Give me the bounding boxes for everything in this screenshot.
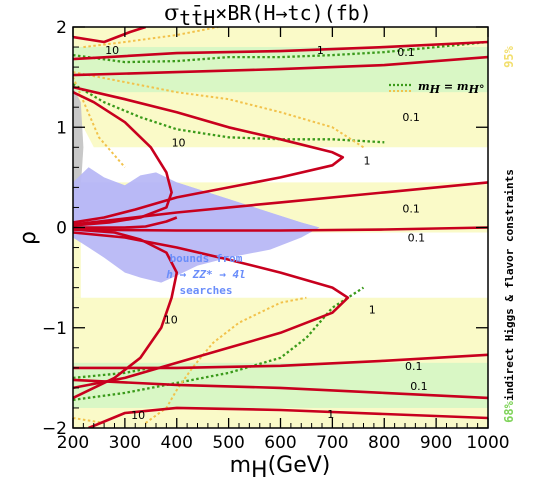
contour-label: 10 xyxy=(164,314,178,327)
contour-line-7 xyxy=(73,216,178,229)
excluded-region-label: bounds from h → ZZ* → 4l searches xyxy=(166,252,245,297)
allowed-white-region-top xyxy=(80,122,488,183)
x-tick-label: 500 xyxy=(212,433,244,453)
contour-line-1 xyxy=(73,40,488,61)
excluded-label-line-3: searches xyxy=(180,284,233,297)
legend-text: mH = mH° xyxy=(418,80,484,96)
x-tick-label: 700 xyxy=(316,433,348,453)
x-tick-label: 200 xyxy=(57,433,89,453)
contour-line-10 xyxy=(73,353,488,370)
y-tick-label: −1 xyxy=(42,319,67,339)
contour-line-12 xyxy=(88,406,488,428)
green-dashed-curve-0 xyxy=(73,40,488,64)
x-axis: 200 300 400 500 600 700 800 900 1000 xyxy=(57,27,510,453)
chart-title: σtt̄H×BR(H→tc)(fb) xyxy=(164,1,372,30)
y-axis: −2 −1 0 1 2 xyxy=(42,18,488,439)
contour-label: 0.1 xyxy=(405,360,423,373)
y-tick-label: 0 xyxy=(56,219,67,239)
x-tick-label: 900 xyxy=(420,433,452,453)
contour-lines xyxy=(73,27,488,428)
contour-label: 0.1 xyxy=(397,46,415,59)
contour-label: 0.1 xyxy=(408,232,426,245)
legend-sub1: H xyxy=(429,83,441,96)
x-tick-label: 1000 xyxy=(466,433,509,453)
x-axis-title-m: m xyxy=(230,453,251,478)
contour-label: 0.1 xyxy=(402,111,420,124)
contour-label: 1 xyxy=(369,304,376,317)
legend-sub2: H° xyxy=(468,83,485,96)
contour-label: 0.1 xyxy=(410,380,428,393)
contour-labels: 10 1 0.1 0.1 10 1 0.1 0.1 10 1 0.1 0.1 10 1 xyxy=(105,44,428,422)
contour-label: 10 xyxy=(131,409,145,422)
contour-line-9 xyxy=(73,231,350,390)
contour-line-11 xyxy=(73,378,488,400)
green-dashed-curve-1 xyxy=(73,83,385,144)
contour-label: 1 xyxy=(364,154,371,167)
y-tick-label: 2 xyxy=(56,18,67,38)
contour-line-2 xyxy=(73,55,488,77)
contour-label: 10 xyxy=(172,136,186,149)
side-constraints-label: indirect Higgs & flavor constraints xyxy=(503,169,516,401)
title-subscript: tt̄H xyxy=(179,5,215,30)
contour-label: 1 xyxy=(327,408,334,421)
x-tick-label: 600 xyxy=(264,433,296,453)
plot-area xyxy=(73,27,488,428)
yellow-dashed-curve-0 xyxy=(83,27,219,49)
y-tick-label: −2 xyxy=(42,419,67,439)
band-label-68: 68% xyxy=(502,400,516,422)
y-axis-title: ρ xyxy=(16,231,41,245)
x-axis-title-sub: H xyxy=(251,458,268,482)
grey-strip xyxy=(73,87,84,193)
contour-label: 10 xyxy=(105,44,119,57)
x-tick-label: 300 xyxy=(109,433,141,453)
title-sigma: σ xyxy=(164,1,179,26)
excluded-region-overlay xyxy=(73,167,320,283)
green-dashed-curve-3 xyxy=(73,366,152,380)
excluded-label-line-2: h → ZZ* → 4l xyxy=(166,268,245,281)
contour-line-0 xyxy=(73,27,146,44)
contour-line-5 xyxy=(73,181,488,226)
title-rest: ×BR(H→tc)(fb) xyxy=(215,1,372,25)
yellow-dashed-curve-1 xyxy=(73,71,365,149)
contour-line-3 xyxy=(73,85,345,224)
band-label-95: 95% xyxy=(502,45,516,67)
contour-label: 1 xyxy=(317,44,324,57)
legend-m1: m xyxy=(418,80,430,93)
x-axis-title: mH(GeV) xyxy=(230,453,331,482)
yellow-dashed-curve-3 xyxy=(145,296,307,424)
x-tick-label: 400 xyxy=(161,433,193,453)
contour-line-6 xyxy=(73,226,488,232)
legend-eq: = m xyxy=(440,80,469,93)
y-tick-label: 1 xyxy=(56,118,67,138)
legend: mH = mH° xyxy=(389,80,484,96)
contour-line-4 xyxy=(73,91,173,227)
x-tick-label: 800 xyxy=(368,433,400,453)
yellow-dashed-curve-4 xyxy=(73,417,105,424)
band-95-2 xyxy=(73,297,488,363)
excluded-label-line-1: bounds from xyxy=(170,252,243,265)
contour-label: 0.1 xyxy=(402,202,420,215)
x-axis-title-unit: (GeV) xyxy=(268,453,331,478)
